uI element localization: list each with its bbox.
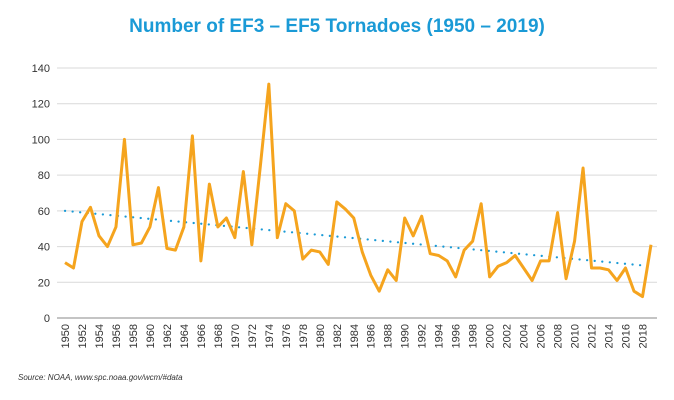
x-tick-label: 1968 bbox=[213, 324, 225, 348]
x-tick-label: 1984 bbox=[349, 324, 361, 348]
y-tick-label: 20 bbox=[38, 277, 50, 289]
x-tick-label: 1994 bbox=[434, 324, 446, 348]
x-tick-label: 1992 bbox=[417, 324, 429, 348]
y-tick-label: 100 bbox=[32, 134, 50, 146]
x-tick-label: 2010 bbox=[570, 324, 582, 348]
x-tick-label: 1958 bbox=[128, 324, 140, 348]
x-tick-label: 1996 bbox=[451, 324, 463, 348]
x-tick-label: 1962 bbox=[162, 324, 174, 348]
x-tick-label: 1952 bbox=[77, 324, 89, 348]
x-tick-label: 1978 bbox=[298, 324, 310, 348]
x-tick-label: 2008 bbox=[553, 324, 565, 348]
series-line bbox=[64, 82, 653, 299]
x-tick-label: 1950 bbox=[60, 324, 72, 348]
x-tick-label: 1972 bbox=[247, 324, 259, 348]
x-tick-label: 2014 bbox=[604, 324, 616, 348]
x-tick-label: 1960 bbox=[145, 324, 157, 348]
x-tick-label: 2012 bbox=[587, 324, 599, 348]
x-tick-label: 1970 bbox=[230, 324, 242, 348]
x-tick-label: 2004 bbox=[519, 324, 531, 348]
source-note: Source: NOAA, www.spc.noaa.gov/wcm/#data bbox=[18, 373, 183, 382]
x-tick-label: 1998 bbox=[468, 324, 480, 348]
x-tick-label: 2016 bbox=[621, 324, 633, 348]
x-tick-label: 1956 bbox=[111, 324, 123, 348]
y-tick-label: 80 bbox=[38, 170, 50, 182]
y-tick-label: 40 bbox=[38, 242, 50, 254]
y-tick-label: 140 bbox=[32, 63, 50, 75]
x-tick-label: 1964 bbox=[179, 324, 191, 348]
x-tick-label: 2006 bbox=[536, 324, 548, 348]
x-tick-label: 2000 bbox=[485, 324, 497, 348]
x-tick-label: 1986 bbox=[366, 324, 378, 348]
x-tick-label: 2018 bbox=[638, 324, 650, 348]
x-tick-label: 1954 bbox=[94, 324, 106, 348]
x-tick-label: 1976 bbox=[281, 324, 293, 348]
x-tick-label: 1990 bbox=[400, 324, 412, 348]
x-tick-label: 1974 bbox=[264, 324, 276, 348]
y-tick-label: 60 bbox=[38, 206, 50, 218]
x-tick-label: 2002 bbox=[502, 324, 514, 348]
y-tick-label: 120 bbox=[32, 99, 50, 111]
chart-title: Number of EF3 – EF5 Tornadoes (1950 – 20… bbox=[129, 16, 545, 37]
x-tick-label: 1988 bbox=[383, 324, 395, 348]
y-tick-label: 0 bbox=[44, 313, 50, 325]
x-tick-label: 1966 bbox=[196, 324, 208, 348]
x-tick-label: 1982 bbox=[332, 324, 344, 348]
x-tick-label: 1980 bbox=[315, 324, 327, 348]
